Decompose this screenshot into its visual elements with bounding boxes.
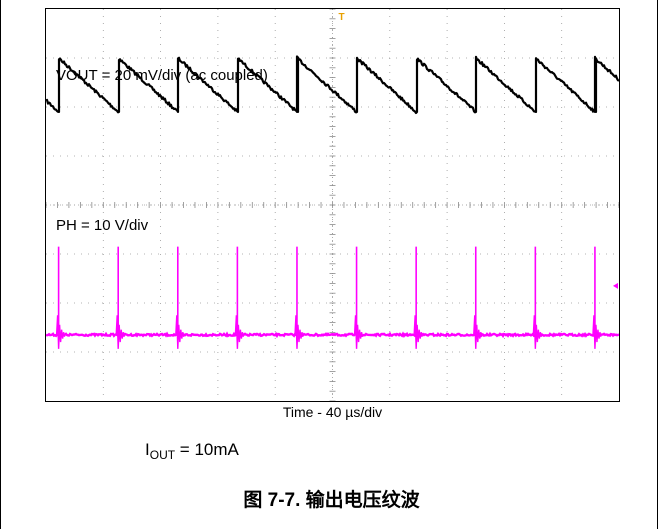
- page-left-rule: [0, 0, 1, 529]
- ph-ringing: [294, 315, 304, 349]
- ph-ringing: [353, 315, 364, 349]
- figure-caption: 图 7-7. 输出电压纹波: [243, 490, 420, 511]
- vout-trace: [46, 55, 619, 115]
- scope-traces: [46, 55, 619, 349]
- iout-symbol: I: [145, 440, 150, 459]
- page-right-rule: [657, 0, 658, 529]
- ph-ringing: [413, 315, 423, 349]
- ph-ringing: [234, 315, 245, 349]
- oscilloscope-plot: T: [46, 9, 619, 401]
- ph-ringing: [473, 315, 483, 349]
- ph-ringing: [115, 315, 125, 349]
- iout-condition: IOUT = 10mA: [145, 440, 239, 462]
- iout-value: = 10mA: [175, 440, 239, 459]
- oscilloscope-screen: T VOUT = 20 mV/div (ac coupled) PH = 10 …: [45, 8, 620, 402]
- scope-markers: T: [339, 12, 618, 289]
- ph-baseline-trace: [46, 331, 619, 339]
- ph-ringing: [592, 315, 602, 349]
- ph-ringing: [55, 315, 66, 349]
- ph-ringing: [532, 315, 543, 349]
- scope-grid: [46, 9, 619, 401]
- vout-channel-label: VOUT = 20 mV/div (ac coupled): [56, 67, 268, 84]
- ph-channel-label: PH = 10 V/div: [56, 217, 149, 234]
- ph-ringing: [175, 315, 185, 349]
- time-axis-label: Time - 40 µs/div: [282, 404, 383, 420]
- iout-subscript: OUT: [149, 448, 176, 462]
- trigger-marker: T: [339, 12, 345, 23]
- ph-level-marker: [613, 282, 618, 289]
